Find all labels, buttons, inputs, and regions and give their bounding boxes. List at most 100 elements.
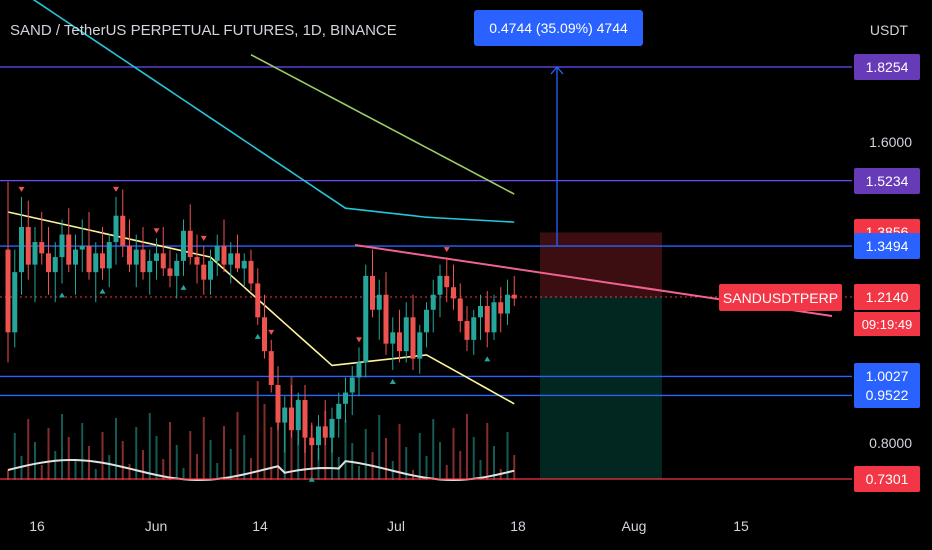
- volume-bar: [81, 423, 84, 480]
- candle: [201, 245, 207, 295]
- candle-body: [403, 317, 409, 352]
- candle: [491, 294, 497, 340]
- volume-bar: [121, 441, 124, 480]
- candle-body: [268, 351, 274, 385]
- candle: [221, 219, 227, 273]
- price-tick-label: 0.8000: [869, 434, 912, 451]
- fractal-high-marker: [443, 247, 450, 253]
- fractal-low-marker: [389, 378, 396, 384]
- volume-bar: [7, 470, 9, 480]
- fractal-high-marker: [200, 235, 207, 241]
- price-level-tag: 1.8254: [854, 54, 920, 80]
- date-tick-label: 18: [510, 518, 526, 534]
- candle: [370, 249, 375, 318]
- volume-bar: [115, 418, 117, 480]
- fractal-low-marker: [99, 288, 106, 294]
- price-level-tag: 0.7301: [854, 466, 920, 492]
- candle-body: [262, 317, 267, 352]
- candle-body: [484, 306, 490, 333]
- volume-bar: [364, 429, 367, 480]
- candle: [478, 294, 483, 340]
- date-tick-label: Aug: [621, 518, 647, 534]
- volume-histogram: [7, 376, 516, 482]
- candle-body: [316, 426, 321, 446]
- volume-bar: [405, 447, 408, 480]
- volume-bar: [358, 466, 360, 480]
- volume-bar: [432, 419, 435, 480]
- candle: [25, 200, 31, 280]
- candle-body: [86, 245, 92, 273]
- volume-bar: [493, 446, 495, 480]
- candle-body: [464, 321, 470, 340]
- candle-body: [390, 332, 396, 344]
- volume-bar: [148, 413, 151, 480]
- candle-body: [181, 230, 186, 261]
- candle: [46, 227, 51, 295]
- fractal-low-marker: [180, 284, 187, 290]
- measure-label[interactable]: 0.4744 (35.09%) 4744: [474, 10, 643, 46]
- candle-body: [444, 275, 450, 288]
- candle-body: [120, 215, 126, 246]
- candle-body: [282, 407, 288, 423]
- volume-bar: [128, 464, 131, 480]
- candle: [356, 347, 362, 397]
- candle-body: [214, 245, 220, 261]
- volume-bar: [229, 449, 232, 480]
- fractal-high-marker: [356, 337, 362, 343]
- candle: [302, 384, 308, 453]
- candle-body: [79, 245, 85, 250]
- candle: [268, 339, 274, 393]
- candle-body: [12, 272, 18, 333]
- candle: [322, 400, 328, 446]
- candle: [437, 264, 443, 318]
- candle-body: [451, 287, 456, 299]
- ma-fast-line: [7, 211, 515, 405]
- candle: [430, 279, 436, 333]
- candle: [316, 415, 321, 461]
- candle-body: [174, 260, 180, 276]
- volume-bar: [270, 427, 273, 480]
- candle: [262, 294, 267, 359]
- volume-bar: [439, 442, 441, 480]
- volume-bar: [94, 469, 97, 480]
- candle-body: [59, 234, 65, 258]
- candle-body: [295, 400, 301, 431]
- volume-bar: [27, 419, 30, 480]
- candle-body: [424, 309, 429, 333]
- candle: [214, 234, 220, 276]
- volume-bar: [47, 428, 50, 480]
- candle: [403, 302, 409, 363]
- candle-body: [25, 227, 31, 265]
- candle: [187, 204, 193, 265]
- candle: [255, 268, 261, 325]
- volume-bar: [324, 411, 327, 480]
- candle: [167, 249, 173, 288]
- candle: [120, 189, 126, 258]
- candle-body: [187, 230, 193, 258]
- candle: [295, 392, 301, 446]
- candle: [127, 219, 132, 273]
- volume-bar: [243, 435, 246, 480]
- risk-reward-box: [540, 232, 662, 479]
- candle: [471, 309, 477, 355]
- candle-body: [255, 283, 261, 318]
- candle: [464, 306, 470, 352]
- candle: [5, 181, 11, 363]
- fractal-markers: [18, 186, 491, 482]
- target-zone: [540, 296, 662, 479]
- volume-bar: [74, 460, 77, 480]
- candle: [343, 377, 348, 423]
- candle-body: [100, 253, 105, 269]
- volume-bar: [425, 456, 428, 480]
- candle-body: [356, 362, 362, 378]
- candle-body: [248, 260, 254, 284]
- candle-body: [140, 249, 146, 273]
- candle-body: [302, 400, 308, 438]
- candle-body: [52, 257, 58, 273]
- candle-body: [32, 242, 38, 265]
- candle: [397, 309, 402, 363]
- chart-title: SAND / TetherUS PERPETUAL FUTURES, 1D, B…: [10, 22, 397, 39]
- volume-bar: [169, 422, 171, 480]
- fractal-low-marker: [484, 356, 491, 362]
